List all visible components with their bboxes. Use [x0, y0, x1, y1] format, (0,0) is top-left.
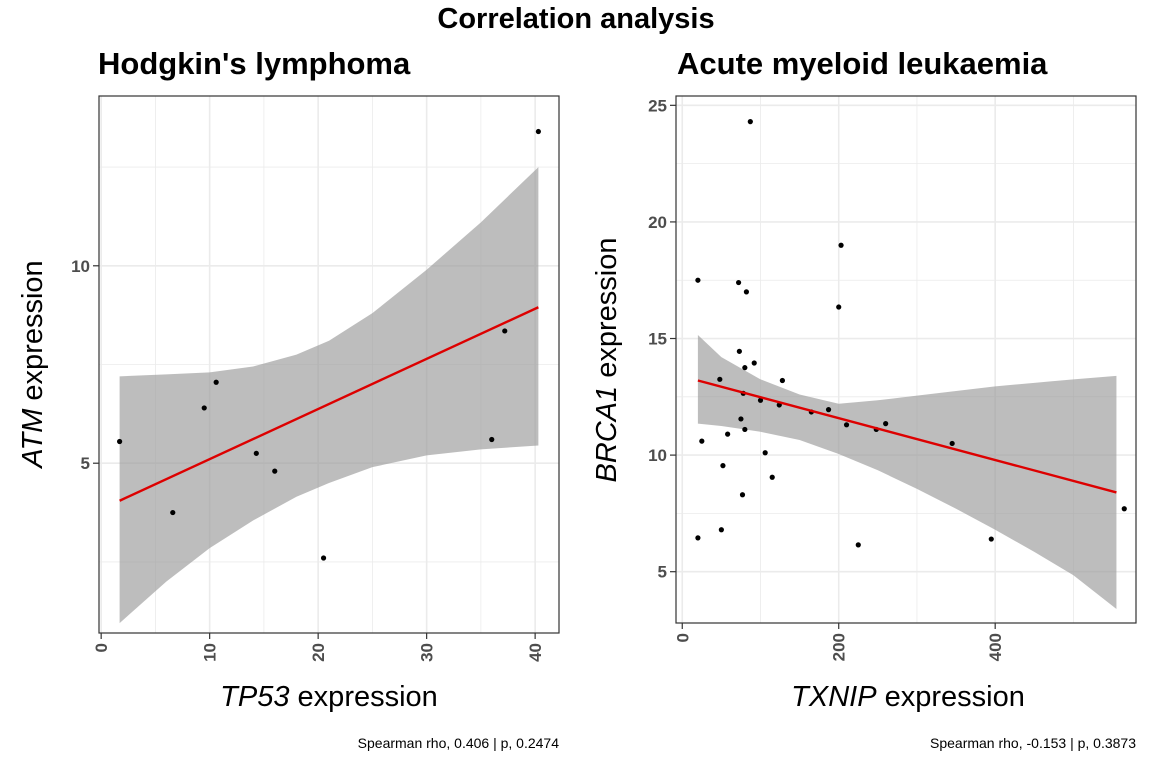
data-point: [717, 376, 723, 382]
x-tick-label: 400: [986, 633, 1005, 661]
data-point: [699, 438, 705, 444]
y-axis-title: ATM expression: [17, 260, 49, 469]
x-axis-suffix: expression: [290, 681, 438, 713]
y-axis-suffix: expression: [17, 260, 49, 408]
data-point: [695, 277, 701, 283]
data-point: [751, 360, 757, 366]
data-point: [743, 289, 750, 295]
y-axis-gene: BRCA1: [591, 386, 623, 483]
data-point: [738, 416, 744, 422]
y-tick-label: 10: [648, 446, 667, 465]
data-point: [735, 279, 742, 286]
stats-caption: Spearman rho, 0.406 | p, 0.2474: [358, 735, 560, 751]
data-point: [779, 377, 785, 384]
data-point: [762, 450, 768, 456]
regression-line: [119, 306, 539, 502]
x-tick-label: 20: [309, 643, 328, 662]
y-tick-label: 5: [658, 563, 667, 582]
data-point: [747, 119, 753, 125]
data-point: [1121, 506, 1127, 512]
data-point: [718, 527, 724, 533]
panel-title: Hodgkin's lymphoma: [98, 46, 411, 81]
data-point: [320, 555, 327, 561]
data-point: [253, 450, 259, 456]
y-axis-suffix: expression: [591, 237, 623, 385]
data-point: [757, 397, 764, 403]
data-point: [769, 474, 775, 480]
data-point: [170, 509, 176, 516]
data-point: [742, 365, 748, 371]
data-point: [838, 242, 844, 248]
main-title: Correlation analysis: [437, 3, 714, 35]
x-axis-suffix: expression: [877, 681, 1025, 713]
data-point: [836, 304, 842, 310]
data-point: [988, 536, 994, 542]
panel-border: [98, 95, 560, 634]
data-point: [739, 492, 746, 498]
data-point: [883, 421, 889, 427]
y-axis-title: BRCA1 expression: [591, 237, 623, 482]
plot-area: 0 200 400 5 10 15 20 25: [648, 95, 1137, 661]
stats-caption: Spearman rho, -0.153 | p, 0.3873: [930, 735, 1136, 751]
data-point: [117, 438, 123, 445]
data-point: [949, 440, 955, 447]
regression-line: [697, 379, 1117, 494]
data-point: [695, 535, 701, 541]
y-axis-gene: ATM: [17, 408, 49, 470]
x-tick-label: 40: [526, 643, 545, 662]
panel-border: [675, 95, 1137, 624]
confidence-ribbon: [697, 335, 1117, 610]
x-tick-label: 30: [418, 643, 437, 662]
panel-acute-myeloid-leukaemia: 0 200 400 5 10 15 20 25 Acute myeloid leukaemia…: [591, 46, 1137, 751]
data-point: [720, 462, 726, 469]
data-point: [725, 431, 731, 437]
panel-hodgkins-lymphoma: 0 10 20 30 40 5 10 Hodgkin's lymphoma Spearman…: [17, 46, 560, 751]
data-point: [502, 328, 508, 334]
data-point: [489, 436, 495, 443]
y-tick-label: 25: [648, 96, 667, 115]
data-point: [272, 468, 278, 474]
y-tick-label: 20: [648, 213, 667, 232]
y-tick-label: 10: [71, 257, 90, 276]
data-point: [201, 405, 207, 411]
y-tick-label: 5: [81, 454, 90, 473]
data-point: [213, 379, 219, 385]
data-point: [855, 542, 861, 548]
plot-area: 0 10 20 30 40 5 10: [71, 95, 560, 662]
x-axis-gene: TXNIP: [791, 681, 877, 713]
confidence-ribbon: [119, 167, 539, 624]
x-axis-title: TP53 expression: [220, 681, 438, 713]
x-axis-title: TXNIP expression: [791, 681, 1025, 713]
x-axis-gene: TP53: [220, 681, 289, 713]
y-tick-label: 15: [648, 330, 667, 349]
x-tick-label: 0: [673, 633, 692, 642]
data-point: [825, 407, 832, 413]
data-point: [843, 422, 850, 428]
data-point: [742, 426, 748, 433]
x-tick-label: 200: [830, 633, 849, 661]
panel-title: Acute myeloid leukaemia: [677, 46, 1048, 81]
data-point: [535, 128, 541, 135]
x-tick-label: 0: [92, 643, 111, 652]
x-tick-label: 10: [201, 643, 220, 662]
data-point: [736, 348, 742, 354]
